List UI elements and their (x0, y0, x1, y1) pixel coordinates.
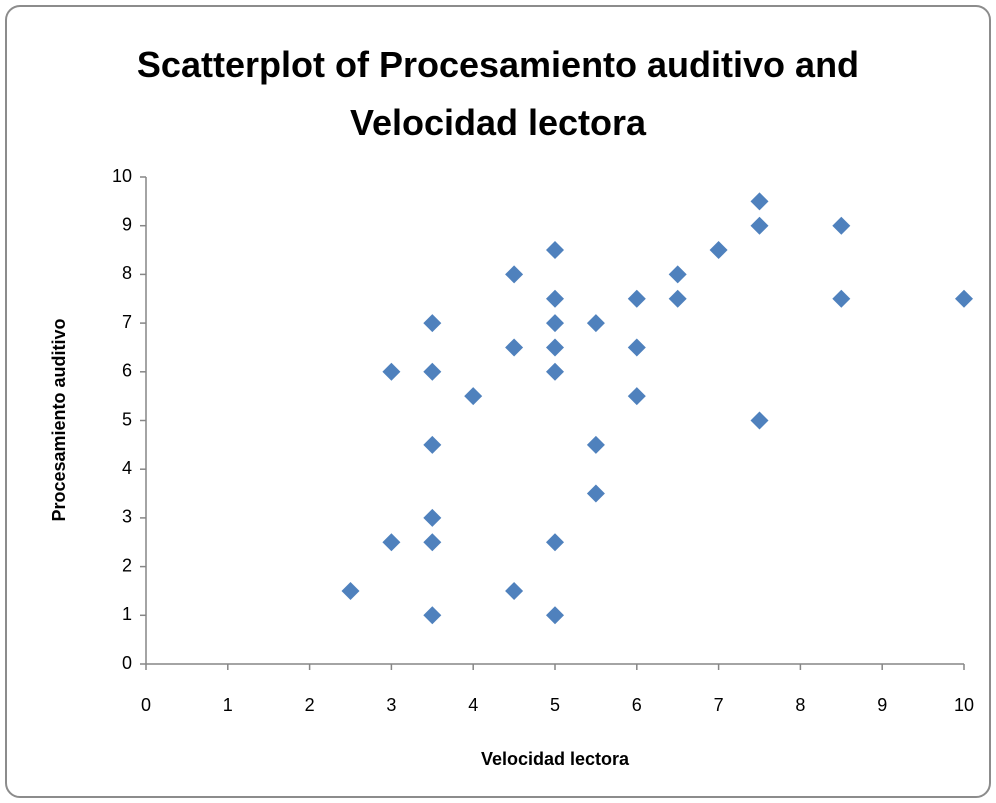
y-tick-label: 2 (122, 555, 132, 575)
data-point (423, 435, 442, 454)
x-tick-label: 1 (223, 695, 233, 715)
x-axis-title: Velocidad lectora (481, 749, 630, 769)
data-point (464, 387, 483, 406)
y-tick-label: 3 (122, 507, 132, 527)
y-tick-label: 0 (122, 653, 132, 673)
data-point (423, 508, 442, 527)
x-tick-label: 2 (305, 695, 315, 715)
y-axis-title: Procesamiento auditivo (49, 318, 69, 521)
data-point (668, 265, 687, 284)
data-point (546, 338, 564, 357)
data-point (341, 581, 360, 600)
data-point (423, 606, 442, 625)
data-point (505, 581, 524, 600)
x-tick-label: 4 (468, 695, 478, 715)
data-point (586, 314, 605, 333)
x-tick-label: 3 (386, 695, 396, 715)
data-point (505, 338, 524, 357)
x-tick-label: 9 (877, 695, 887, 715)
chart-border (5, 5, 991, 798)
y-tick-label: 6 (122, 361, 132, 381)
data-point (955, 289, 973, 308)
y-tick-label: 1 (122, 604, 132, 624)
x-tick-label: 8 (795, 695, 805, 715)
data-point (832, 216, 851, 235)
data-point (832, 289, 851, 308)
data-point (750, 192, 769, 211)
y-tick-label: 8 (122, 263, 132, 283)
x-tick-label: 6 (632, 695, 642, 715)
data-point (627, 338, 646, 357)
y-tick-label: 5 (122, 409, 132, 429)
data-point (382, 533, 401, 552)
data-point (750, 411, 769, 430)
data-point (750, 216, 769, 235)
data-point (546, 362, 564, 381)
x-tick-label: 5 (550, 695, 560, 715)
y-tick-label: 7 (122, 312, 132, 332)
data-point (423, 362, 442, 381)
data-point (627, 387, 646, 406)
y-tick-label: 10 (112, 166, 132, 186)
y-tick-label: 9 (122, 214, 132, 234)
x-tick-label: 0 (141, 695, 151, 715)
chart-title: Scatterplot of Procesamiento auditivo an… (136, 44, 860, 143)
data-point (546, 289, 564, 308)
data-point (546, 533, 564, 552)
x-tick-label: 7 (714, 695, 724, 715)
data-point (546, 314, 564, 333)
x-tick-label: 10 (954, 695, 974, 715)
data-point (709, 241, 728, 260)
data-point (668, 289, 687, 308)
data-point (586, 484, 605, 503)
data-point (586, 435, 605, 454)
data-point (423, 314, 442, 333)
data-point (505, 265, 524, 284)
y-tick-label: 4 (122, 458, 132, 478)
data-point (382, 362, 401, 381)
data-point (546, 241, 564, 260)
data-point (423, 533, 442, 552)
data-point (546, 606, 564, 625)
data-point (627, 289, 646, 308)
